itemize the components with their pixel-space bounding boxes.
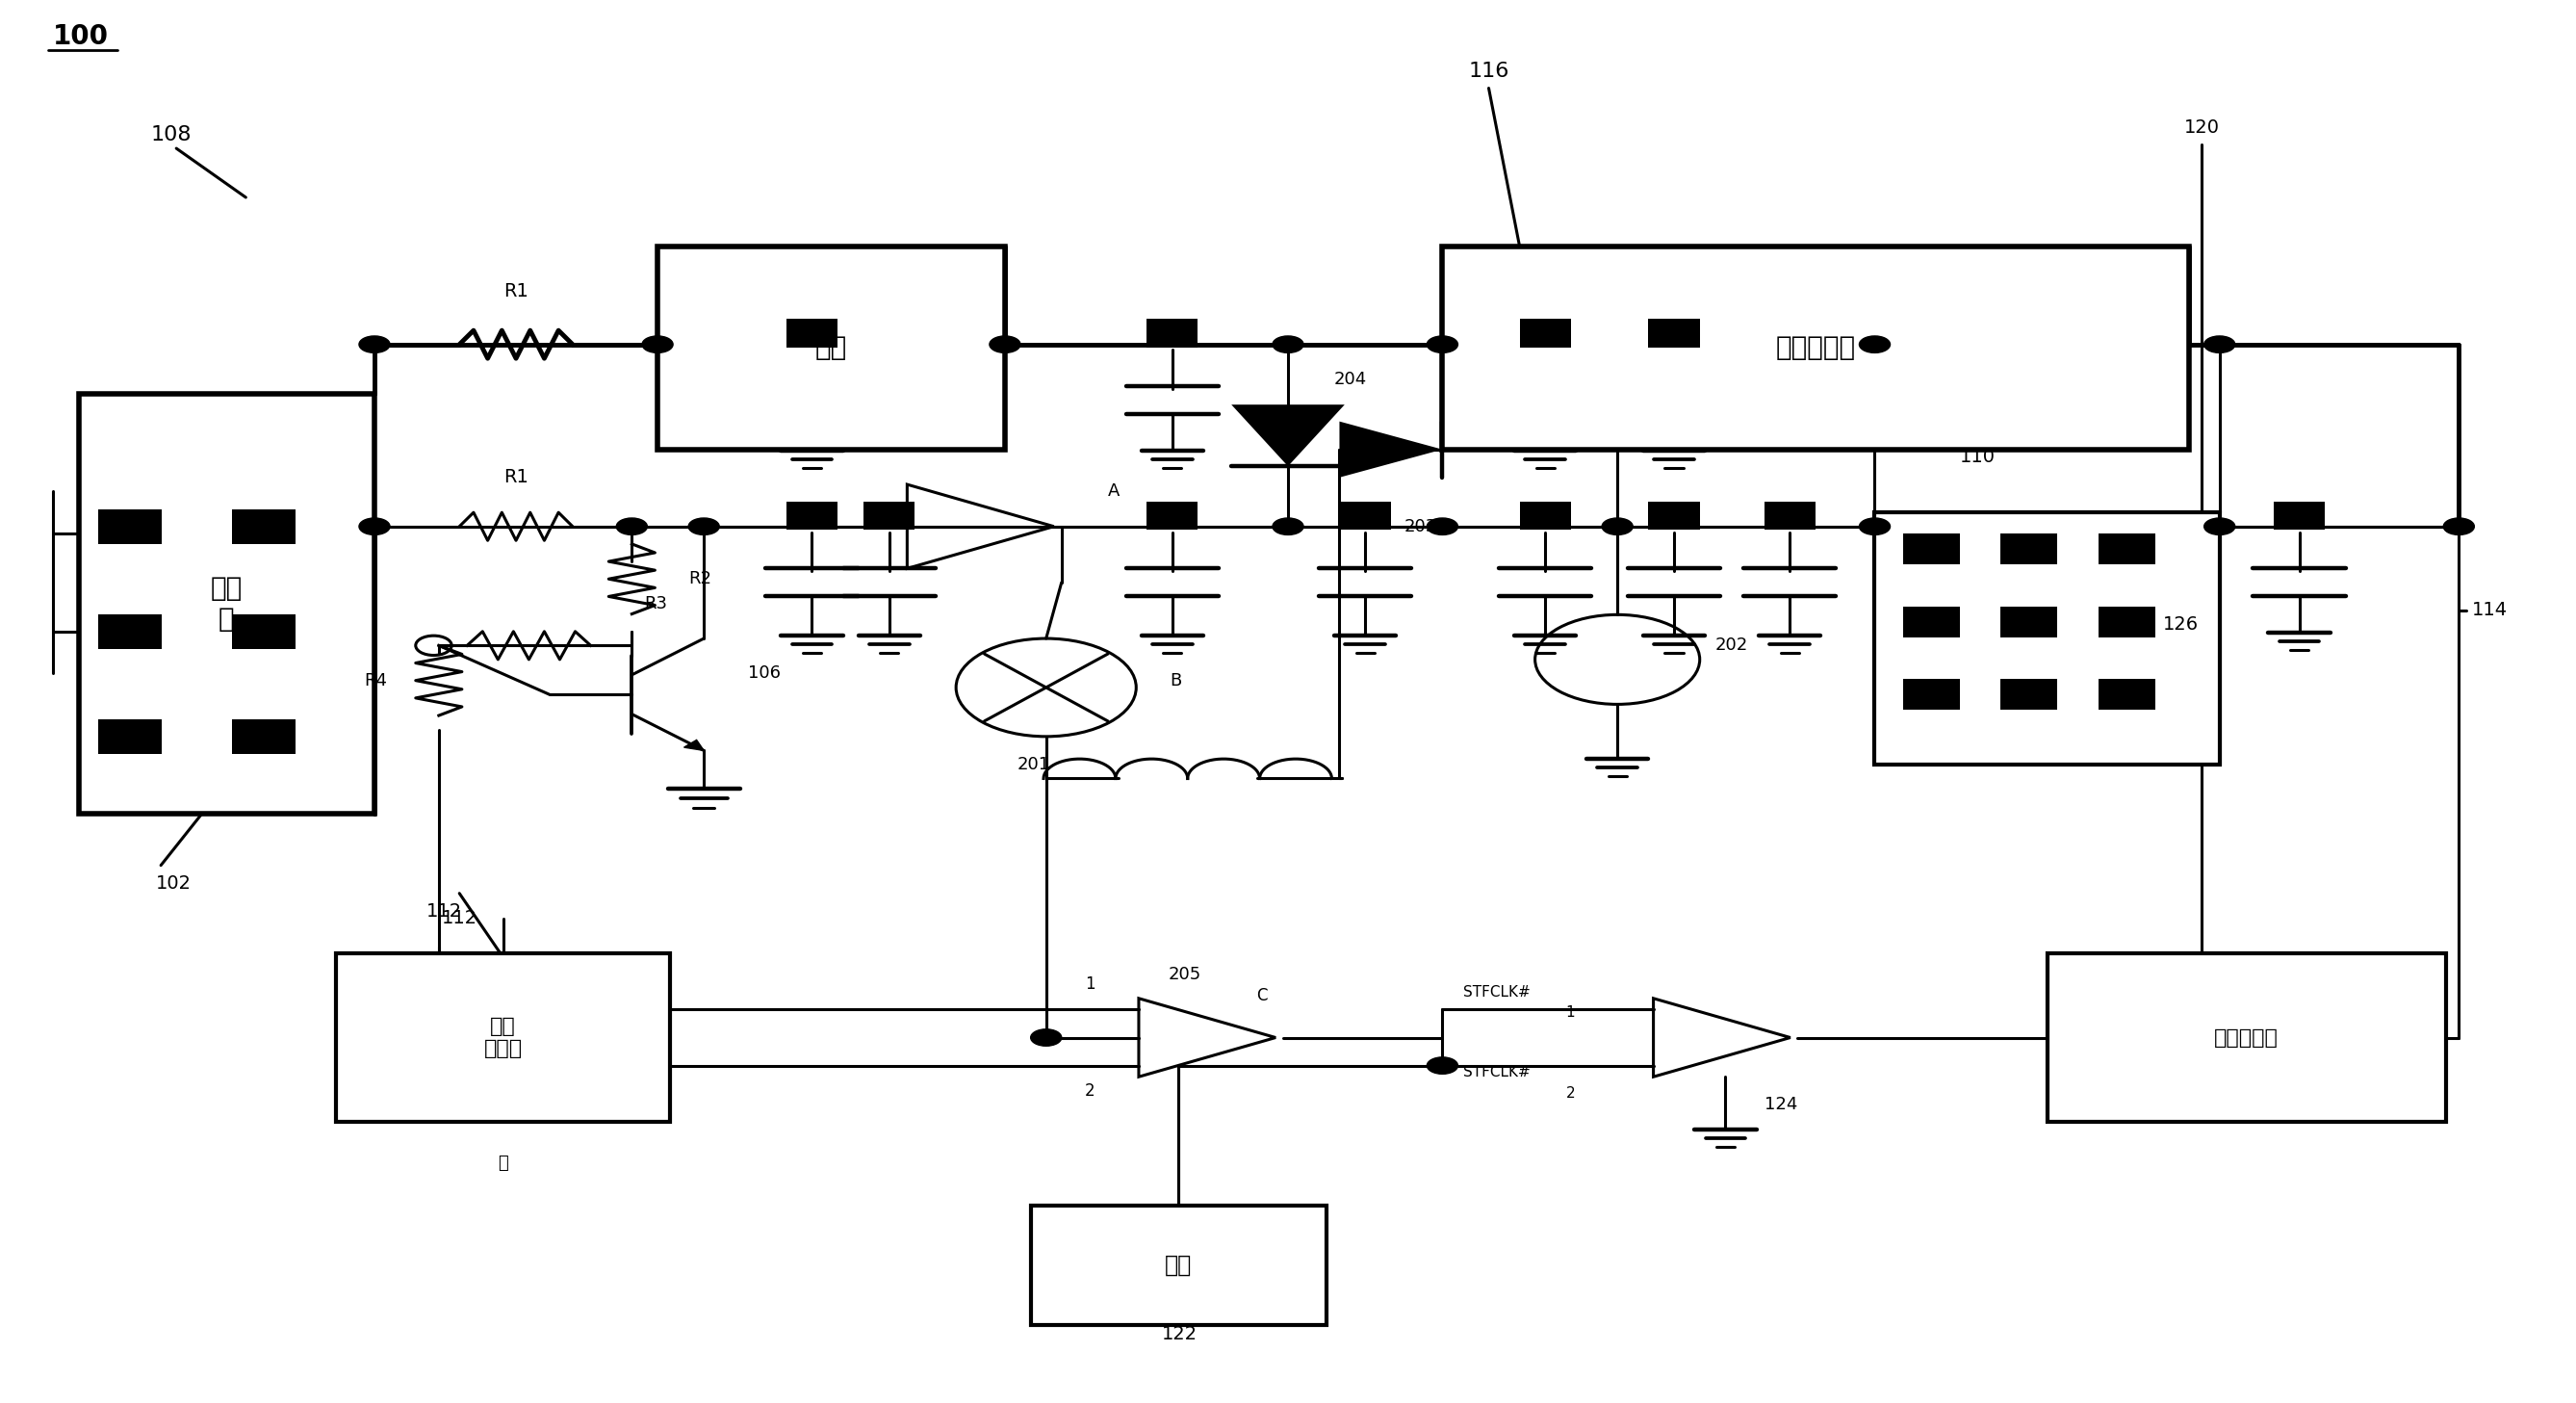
Bar — [335, 954, 670, 1121]
Text: 1: 1 — [1084, 975, 1095, 993]
Text: 122: 122 — [1162, 1326, 1198, 1344]
Circle shape — [1273, 518, 1303, 535]
Bar — [1904, 533, 1960, 564]
Text: 116: 116 — [1468, 62, 1510, 81]
Polygon shape — [1231, 404, 1345, 466]
Bar — [2048, 954, 2447, 1121]
Circle shape — [688, 518, 719, 535]
Text: 嵌入控制器: 嵌入控制器 — [1775, 334, 1855, 362]
Text: 114: 114 — [2473, 602, 2506, 620]
Bar — [2099, 679, 2156, 710]
Text: B: B — [1170, 672, 1182, 689]
Circle shape — [1860, 518, 1891, 535]
Bar — [98, 509, 162, 544]
Text: R3: R3 — [644, 595, 667, 612]
Bar — [232, 615, 296, 650]
Polygon shape — [685, 739, 703, 751]
Circle shape — [1602, 518, 1633, 535]
Text: 南桥: 南桥 — [1164, 1253, 1193, 1277]
Text: 2: 2 — [1084, 1082, 1095, 1100]
Text: 204: 204 — [1334, 370, 1368, 389]
Text: STFCLK#: STFCLK# — [1463, 985, 1530, 1000]
Bar — [2099, 606, 2156, 637]
Text: 205: 205 — [1170, 965, 1200, 984]
Text: 100: 100 — [52, 22, 108, 51]
Bar — [786, 501, 837, 529]
Bar — [1520, 320, 1571, 347]
Text: 2: 2 — [1566, 1086, 1574, 1101]
Circle shape — [2205, 335, 2236, 352]
Text: 系统: 系统 — [814, 334, 848, 362]
Bar — [1875, 512, 2221, 765]
Bar — [98, 615, 162, 650]
Circle shape — [989, 335, 1020, 352]
Text: 频率
发生器: 频率 发生器 — [484, 1017, 523, 1058]
Bar — [98, 718, 162, 753]
Bar — [1649, 501, 1700, 529]
Bar — [657, 247, 1005, 449]
Bar — [1765, 501, 1816, 529]
Bar — [2002, 606, 2058, 637]
Text: A: A — [1108, 483, 1121, 499]
Text: 201: 201 — [1018, 756, 1048, 773]
Text: STFCLK#: STFCLK# — [1463, 1065, 1530, 1080]
Text: C: C — [1257, 986, 1267, 1005]
Bar — [1146, 320, 1198, 347]
Bar — [1649, 320, 1700, 347]
Bar — [1904, 606, 1960, 637]
Bar — [2099, 533, 2156, 564]
Circle shape — [1427, 1058, 1458, 1073]
Circle shape — [1273, 335, 1303, 352]
Text: R1: R1 — [502, 469, 528, 487]
Circle shape — [1860, 335, 1891, 352]
Text: R1: R1 — [502, 282, 528, 300]
Bar — [1904, 679, 1960, 710]
Circle shape — [2445, 518, 2476, 535]
Bar — [1443, 247, 2190, 449]
Bar — [232, 718, 296, 753]
Bar — [1146, 501, 1198, 529]
Bar — [1520, 501, 1571, 529]
Text: 整流
器: 整流 器 — [211, 574, 242, 633]
Text: 126: 126 — [2164, 616, 2200, 634]
Bar — [232, 509, 296, 544]
Circle shape — [1030, 1030, 1061, 1047]
Text: 110: 110 — [1960, 448, 1996, 466]
Text: 112: 112 — [440, 909, 477, 927]
Bar — [1340, 501, 1391, 529]
Bar — [786, 320, 837, 347]
Text: 1: 1 — [1566, 1005, 1574, 1020]
Text: 203: 203 — [1404, 518, 1437, 535]
Text: 106: 106 — [747, 665, 781, 682]
Text: R4: R4 — [363, 672, 386, 689]
Text: 发: 发 — [497, 1155, 507, 1173]
Text: 108: 108 — [149, 125, 191, 145]
Circle shape — [641, 335, 672, 352]
Text: R2: R2 — [688, 570, 711, 588]
Bar — [77, 393, 374, 814]
Text: 102: 102 — [155, 874, 191, 892]
Text: 中央处理器: 中央处理器 — [2215, 1028, 2280, 1047]
Circle shape — [1427, 518, 1458, 535]
Text: 120: 120 — [2184, 118, 2221, 136]
Polygon shape — [1340, 421, 1443, 477]
Circle shape — [358, 335, 389, 352]
Text: 112: 112 — [425, 902, 461, 920]
Circle shape — [1427, 335, 1458, 352]
Bar — [1030, 1205, 1327, 1324]
Bar — [2275, 501, 2326, 529]
Bar — [2002, 679, 2058, 710]
Text: 124: 124 — [1765, 1096, 1798, 1114]
Circle shape — [616, 518, 647, 535]
Circle shape — [2205, 518, 2236, 535]
Text: 202: 202 — [1716, 637, 1749, 654]
Circle shape — [358, 518, 389, 535]
Bar — [2002, 533, 2058, 564]
Bar — [863, 501, 914, 529]
